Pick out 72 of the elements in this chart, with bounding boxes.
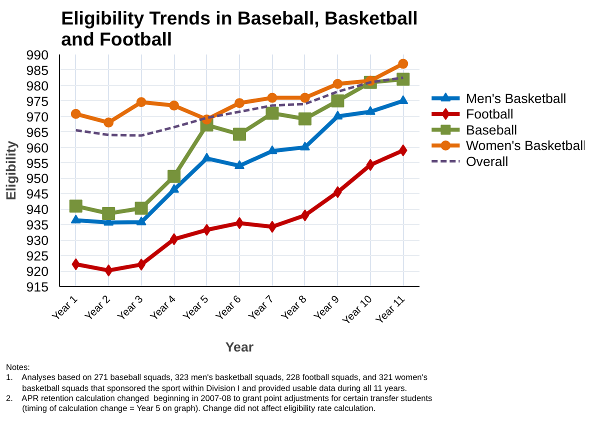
- y-axis-title: Eligibility: [3, 140, 18, 200]
- point: [104, 264, 113, 276]
- point: [365, 106, 376, 115]
- point: [266, 106, 279, 120]
- y-tick-label: 955: [26, 156, 49, 171]
- point: [233, 128, 246, 141]
- x-tick-label: Year 6: [214, 293, 244, 324]
- legend-label: Baseball: [466, 122, 518, 138]
- y-tick-label: 940: [26, 202, 49, 218]
- point: [300, 209, 310, 222]
- point: [69, 200, 82, 213]
- point: [70, 214, 81, 224]
- point: [168, 170, 181, 183]
- x-tick-label: Year 2: [82, 293, 113, 324]
- x-tick-label: Year 1: [50, 293, 80, 324]
- x-tick-label: Year 8: [279, 293, 310, 324]
- point: [300, 142, 310, 150]
- point: [170, 233, 178, 246]
- x-tick-label: Year 7: [246, 293, 277, 324]
- point: [134, 202, 148, 215]
- y-tick-label: 945: [26, 186, 49, 202]
- point: [102, 206, 116, 220]
- point: [169, 184, 180, 193]
- y-tick-label: 930: [26, 233, 49, 248]
- x-tick-label: Year 11: [374, 293, 408, 327]
- x-tick-label: Year 5: [181, 293, 212, 324]
- point: [72, 258, 80, 270]
- text: 1. Analyses based on 271 baseball squads, 323 men's basketball squads, 228 football squads, and 321 women's: [6, 372, 428, 382]
- y-tick-label: 920: [26, 264, 49, 280]
- x-tick-label: Year 3: [116, 293, 146, 324]
- point: [202, 152, 212, 162]
- point: [300, 92, 310, 103]
- point: [332, 78, 343, 89]
- text: (timing of calculation change = Year 5 on graph). Change did not affect eligibility rate calculation.: [22, 403, 376, 414]
- point: [136, 216, 146, 226]
- chart-title: Eligibility Trends in Baseball, Basketball and Football: [61, 8, 418, 50]
- point: [366, 158, 375, 171]
- y-tick-label: 915: [26, 280, 49, 294]
- y-tick-label: 990: [26, 48, 49, 62]
- legend-label: Football: [466, 106, 514, 122]
- point: [398, 144, 408, 156]
- point: [70, 108, 81, 119]
- text: Notes:: [6, 362, 30, 372]
- point: [332, 110, 343, 120]
- y-tick-label: 970: [26, 109, 49, 124]
- x-tick-label: Year 4: [148, 293, 178, 324]
- x-axis-title: Year: [225, 340, 254, 355]
- point: [169, 100, 180, 111]
- point: [298, 112, 312, 126]
- legend-label: Men's Basketball: [466, 90, 566, 106]
- y-tick-label: 925: [26, 248, 49, 264]
- y-tick-label: 960: [26, 140, 49, 156]
- point: [331, 94, 344, 108]
- y-tick-label: 950: [26, 171, 49, 186]
- y-tick-label: 980: [26, 78, 49, 94]
- point: [104, 118, 114, 128]
- y-tick-label: 935: [26, 218, 49, 233]
- x-tick-label: Year 9: [312, 293, 342, 324]
- y-tick-label: 985: [26, 62, 49, 78]
- y-tick-label: 965: [26, 124, 49, 140]
- point: [396, 72, 410, 86]
- point: [234, 98, 244, 108]
- point: [235, 217, 244, 230]
- point: [234, 160, 244, 169]
- point: [398, 58, 408, 69]
- point: [136, 97, 146, 108]
- point: [267, 92, 278, 103]
- legend-label: Overall: [466, 154, 508, 169]
- y-tick-label: 975: [26, 94, 49, 109]
- text: 2. APR retention calculation changed beginning in 2007-08 to grant point adjustments for certain transfer students: [6, 393, 432, 404]
- x-tick-label: Year 10: [340, 293, 375, 328]
- text: basketball squads that sponsored the sport within Division I and provided usable data during all 11 years.: [22, 382, 408, 393]
